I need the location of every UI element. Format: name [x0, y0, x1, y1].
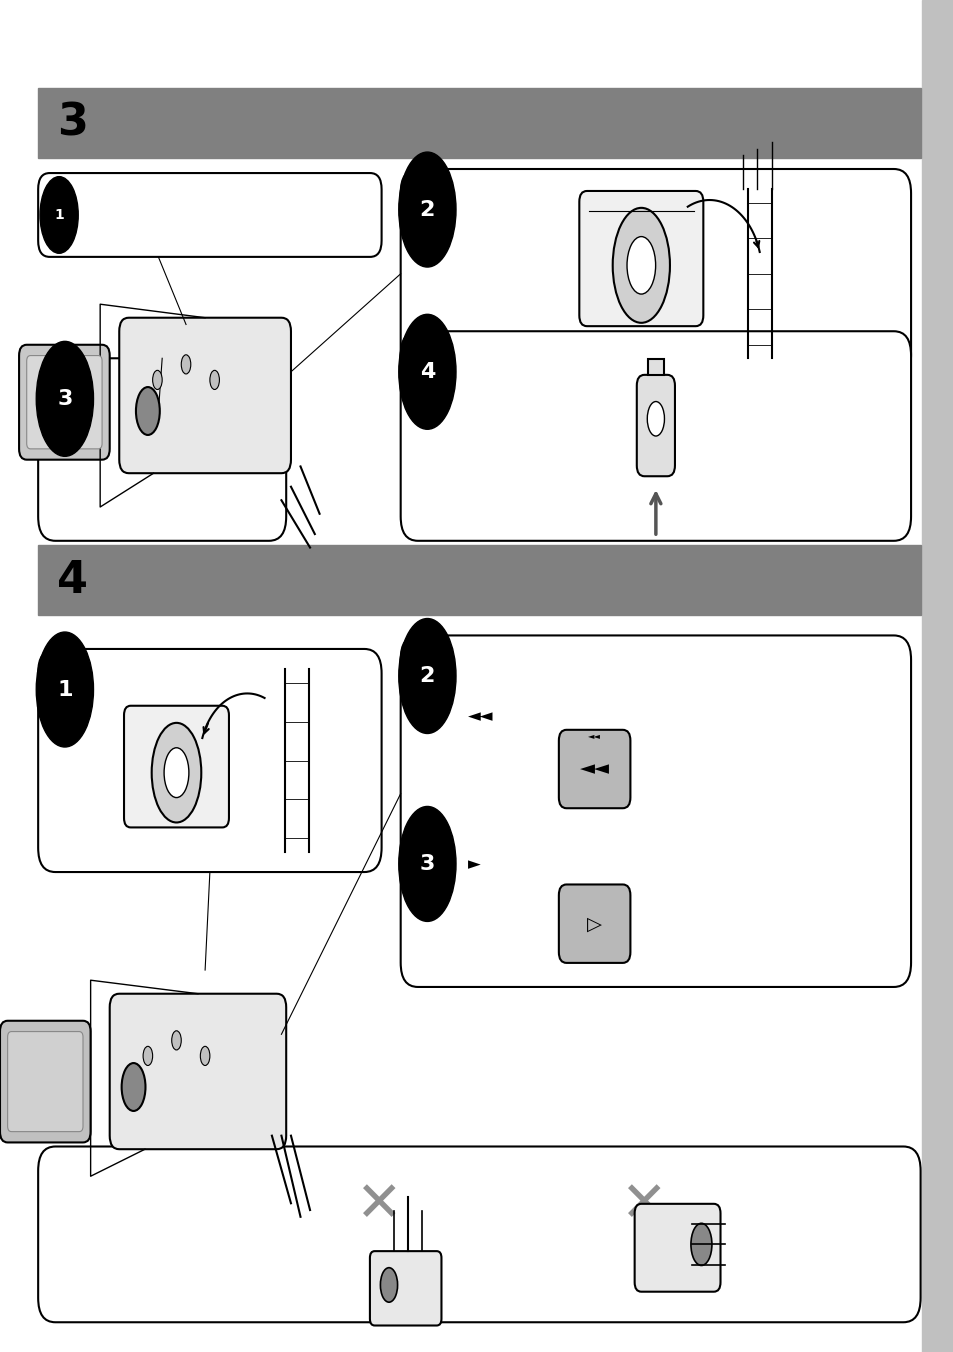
Text: 2: 2	[419, 667, 435, 685]
Ellipse shape	[398, 618, 456, 734]
Text: 1: 1	[57, 680, 72, 699]
FancyBboxPatch shape	[0, 1021, 91, 1142]
FancyBboxPatch shape	[124, 706, 229, 827]
Text: 3: 3	[57, 389, 72, 408]
Bar	[38, 545, 920, 615]
FancyBboxPatch shape	[38, 358, 286, 541]
Text: 4: 4	[419, 362, 435, 381]
FancyBboxPatch shape	[400, 635, 910, 987]
Ellipse shape	[152, 370, 162, 389]
Ellipse shape	[380, 1268, 397, 1302]
FancyBboxPatch shape	[8, 1032, 83, 1132]
FancyBboxPatch shape	[400, 331, 910, 541]
Ellipse shape	[181, 354, 191, 375]
Ellipse shape	[398, 806, 456, 922]
Bar	[648, 358, 663, 375]
Ellipse shape	[143, 1046, 152, 1065]
Text: ◄◄: ◄◄	[467, 707, 493, 726]
FancyBboxPatch shape	[578, 191, 702, 326]
Ellipse shape	[164, 748, 189, 798]
Text: 2: 2	[419, 200, 435, 219]
Ellipse shape	[626, 237, 655, 295]
Text: ✕: ✕	[355, 1179, 402, 1233]
FancyBboxPatch shape	[558, 730, 630, 808]
FancyBboxPatch shape	[558, 884, 630, 963]
FancyBboxPatch shape	[38, 1146, 920, 1322]
Ellipse shape	[36, 341, 93, 457]
Text: 3: 3	[57, 101, 88, 145]
FancyBboxPatch shape	[400, 169, 910, 379]
Ellipse shape	[690, 1224, 711, 1265]
Ellipse shape	[398, 314, 456, 430]
FancyBboxPatch shape	[637, 375, 674, 476]
Ellipse shape	[36, 631, 93, 748]
Ellipse shape	[646, 402, 663, 437]
FancyBboxPatch shape	[19, 345, 110, 460]
FancyBboxPatch shape	[370, 1251, 441, 1325]
Ellipse shape	[40, 177, 78, 253]
FancyBboxPatch shape	[27, 356, 102, 449]
FancyBboxPatch shape	[119, 318, 291, 473]
FancyBboxPatch shape	[634, 1203, 720, 1291]
Text: ✕: ✕	[620, 1179, 667, 1233]
FancyBboxPatch shape	[110, 994, 286, 1149]
Text: ◄◄: ◄◄	[587, 730, 600, 740]
Text: ◄◄: ◄◄	[579, 760, 609, 779]
Ellipse shape	[172, 1030, 181, 1051]
Ellipse shape	[122, 1063, 146, 1111]
Ellipse shape	[398, 151, 456, 268]
Text: ►: ►	[467, 854, 479, 873]
Ellipse shape	[210, 370, 219, 389]
Text: 1: 1	[54, 208, 64, 222]
Ellipse shape	[152, 723, 201, 822]
Text: ▷: ▷	[586, 914, 601, 933]
Text: 4: 4	[57, 558, 88, 602]
FancyBboxPatch shape	[38, 173, 381, 257]
Bar	[921, 0, 953, 1352]
Ellipse shape	[200, 1046, 210, 1065]
Ellipse shape	[135, 387, 160, 435]
FancyBboxPatch shape	[38, 649, 381, 872]
Ellipse shape	[612, 208, 669, 323]
Bar	[38, 88, 920, 158]
Text: 3: 3	[419, 854, 435, 873]
